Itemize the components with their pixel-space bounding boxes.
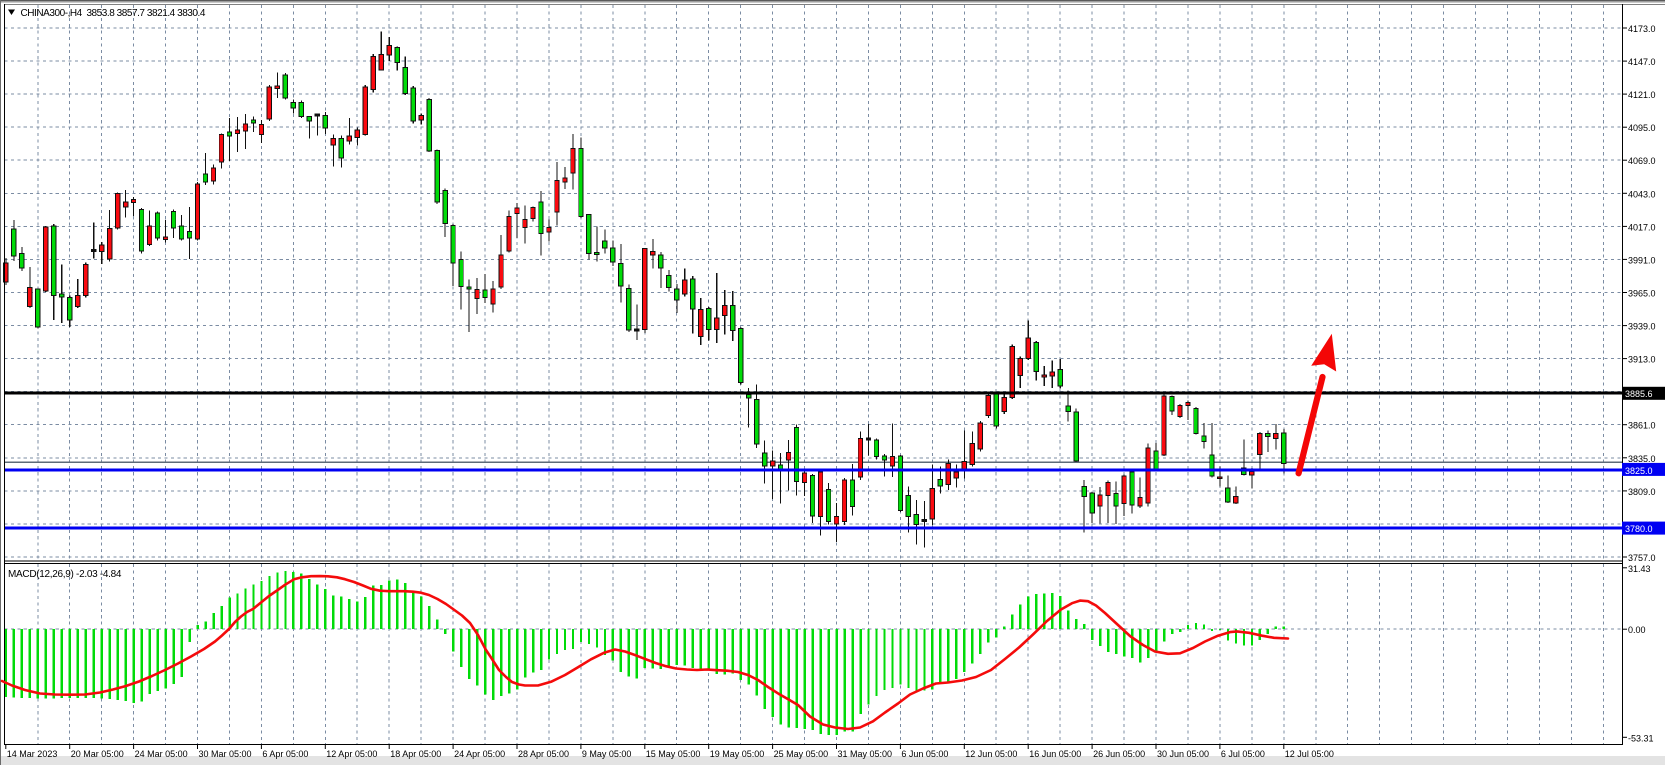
svg-text:31.43: 31.43 [1628, 564, 1651, 574]
svg-text:4043.0: 4043.0 [1628, 189, 1656, 199]
svg-text:4017.0: 4017.0 [1628, 222, 1656, 232]
svg-text:3757.0: 3757.0 [1628, 553, 1656, 563]
svg-text:19 May 05:00: 19 May 05:00 [710, 749, 765, 759]
svg-text:4173.0: 4173.0 [1628, 24, 1656, 34]
svg-text:20 Mar 05:00: 20 Mar 05:00 [71, 749, 124, 759]
svg-text:15 May 05:00: 15 May 05:00 [646, 749, 701, 759]
svg-text:12 Apr 05:00: 12 Apr 05:00 [326, 749, 377, 759]
svg-text:0.00: 0.00 [1628, 625, 1646, 635]
svg-text:24 Mar 05:00: 24 Mar 05:00 [135, 749, 188, 759]
svg-text:6 Apr 05:00: 6 Apr 05:00 [262, 749, 308, 759]
svg-text:4095.0: 4095.0 [1628, 123, 1656, 133]
svg-text:CHINA300-,H4 3853.8 3857.7 38: CHINA300-,H4 3853.8 3857.7 3821.4 3830.4 [21, 8, 206, 19]
svg-text:4147.0: 4147.0 [1628, 57, 1656, 67]
svg-text:3780.0: 3780.0 [1625, 524, 1653, 534]
svg-text:12 Jun 05:00: 12 Jun 05:00 [965, 749, 1017, 759]
svg-text:6 Jun 05:00: 6 Jun 05:00 [901, 749, 948, 759]
svg-text:3835.0: 3835.0 [1628, 454, 1656, 464]
svg-text:3861.0: 3861.0 [1628, 421, 1656, 431]
svg-text:30 Mar 05:00: 30 Mar 05:00 [199, 749, 252, 759]
svg-text:9 May 05:00: 9 May 05:00 [582, 749, 632, 759]
svg-text:3913.0: 3913.0 [1628, 355, 1656, 365]
svg-text:26 Jun 05:00: 26 Jun 05:00 [1093, 749, 1145, 759]
svg-text:3825.0: 3825.0 [1625, 466, 1653, 476]
svg-text:12 Jul 05:00: 12 Jul 05:00 [1285, 749, 1334, 759]
svg-text:MACD(12,26,9) -2.03 -4.84: MACD(12,26,9) -2.03 -4.84 [8, 569, 122, 580]
svg-text:25 May 05:00: 25 May 05:00 [774, 749, 829, 759]
svg-text:18 Apr 05:00: 18 Apr 05:00 [390, 749, 441, 759]
svg-text:30 Jun 05:00: 30 Jun 05:00 [1157, 749, 1209, 759]
svg-text:4069.0: 4069.0 [1628, 156, 1656, 166]
svg-text:-53.31: -53.31 [1628, 733, 1654, 743]
svg-text:3809.0: 3809.0 [1628, 487, 1656, 497]
svg-text:3885.6: 3885.6 [1625, 389, 1653, 399]
svg-text:16 Jun 05:00: 16 Jun 05:00 [1029, 749, 1081, 759]
svg-text:6 Jul 05:00: 6 Jul 05:00 [1221, 749, 1265, 759]
svg-text:4121.0: 4121.0 [1628, 90, 1656, 100]
svg-text:28 Apr 05:00: 28 Apr 05:00 [518, 749, 569, 759]
svg-text:24 Apr 05:00: 24 Apr 05:00 [454, 749, 505, 759]
svg-text:31 May 05:00: 31 May 05:00 [838, 749, 893, 759]
svg-text:3991.0: 3991.0 [1628, 255, 1656, 265]
svg-text:3939.0: 3939.0 [1628, 322, 1656, 332]
svg-text:14 Mar 2023: 14 Mar 2023 [7, 749, 58, 759]
svg-text:3965.0: 3965.0 [1628, 289, 1656, 299]
